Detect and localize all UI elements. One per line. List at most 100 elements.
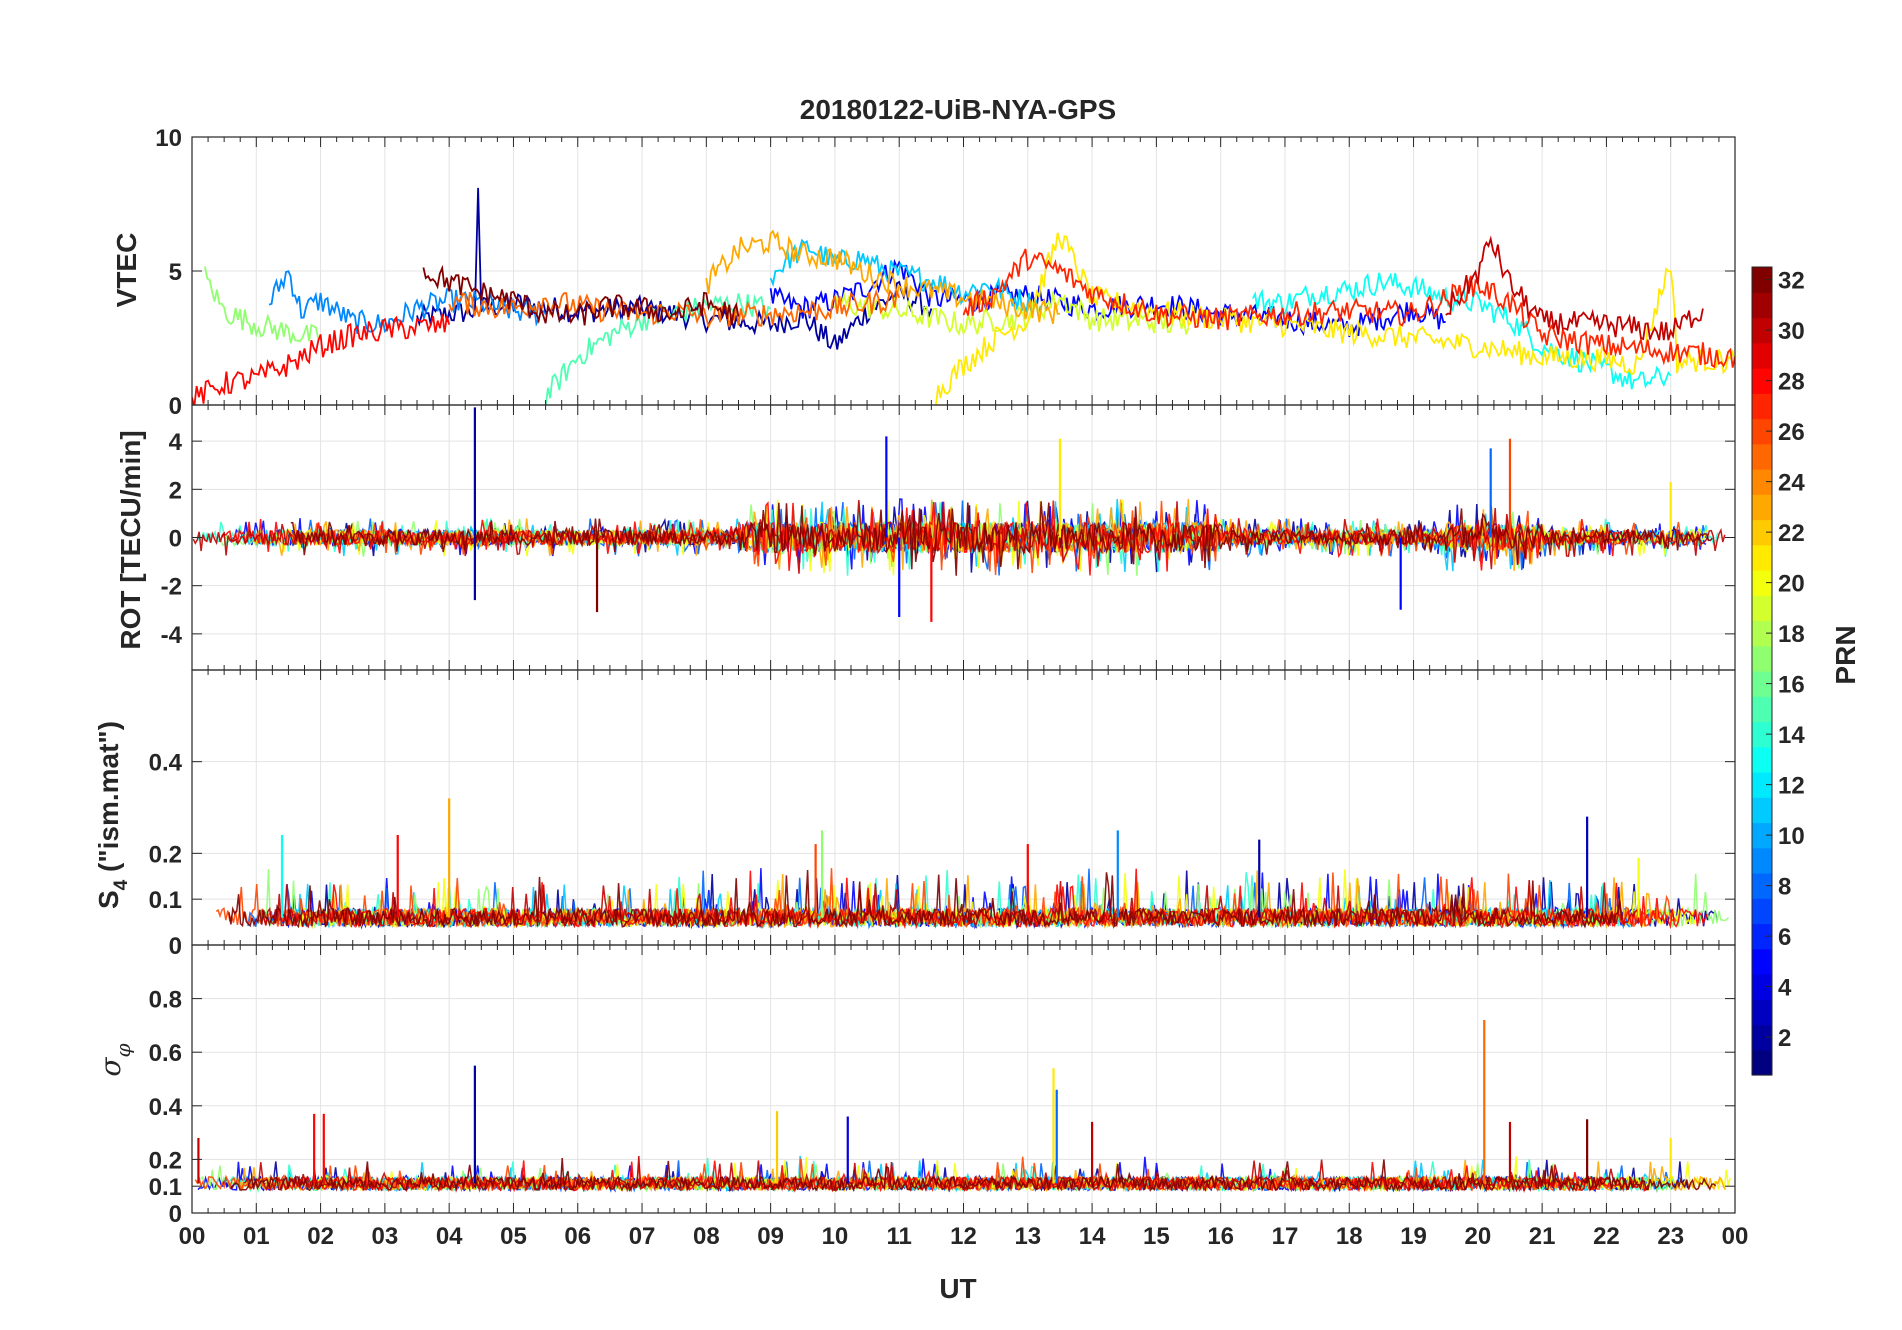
colorbar-tick-label: 28	[1778, 369, 1805, 396]
s4-ytick-label: 0	[169, 933, 182, 960]
rot-ytick-label: 0	[169, 526, 182, 553]
x-tick-label: 19	[1400, 1223, 1427, 1250]
colorbar-tick-label: 16	[1778, 672, 1805, 699]
x-tick-label: 03	[372, 1223, 399, 1250]
colorbar-segment	[1752, 847, 1772, 874]
rot-data	[192, 407, 1726, 622]
colorbar-tick-label: 6	[1778, 924, 1791, 951]
colorbar-tick-label: 12	[1778, 773, 1805, 800]
x-tick-label: 07	[629, 1223, 656, 1250]
x-tick-label: 14	[1079, 1223, 1106, 1250]
colorbar-tick-label: 20	[1778, 571, 1805, 598]
colorbar-tick-label: 2	[1778, 1025, 1791, 1052]
colorbar-segment	[1752, 721, 1772, 748]
s4-ytick-label: 0.4	[149, 750, 183, 777]
rot-ytick-label: 4	[169, 429, 183, 456]
colorbar-segment	[1752, 898, 1772, 925]
colorbar-segment	[1752, 595, 1772, 622]
x-tick-label: 06	[564, 1223, 591, 1250]
colorbar-segment	[1752, 873, 1772, 899]
x-tick-label: 05	[500, 1223, 527, 1250]
vtec-series-prn-32	[422, 264, 740, 326]
rot-ytick-label: -2	[161, 574, 182, 601]
sigma-data	[194, 1020, 1731, 1194]
colorbar-tick-label: 22	[1778, 520, 1805, 547]
vtec-ytick-label: 5	[169, 259, 182, 286]
colorbar-segment	[1752, 1049, 1772, 1076]
sigma-ytick-label: 0	[169, 1201, 182, 1228]
x-tick-label: 02	[307, 1223, 334, 1250]
x-tick-label: 16	[1207, 1223, 1234, 1250]
sigma-ylabel-main: σ	[94, 1057, 127, 1077]
x-tick-label: 09	[757, 1223, 784, 1250]
rot-ticks	[191, 405, 1736, 670]
colorbar-segment	[1752, 746, 1772, 773]
x-tick-label: 22	[1593, 1223, 1620, 1250]
vtec-ylabel: VTEC	[111, 233, 142, 308]
x-tick-label: 00	[1722, 1223, 1749, 1250]
colorbar-segment	[1752, 671, 1772, 697]
vtec-ytick-label: 0	[169, 393, 182, 420]
x-tick-label: 12	[950, 1223, 977, 1250]
colorbar-segment	[1752, 393, 1772, 420]
chart-title: 20180122-UiB-NYA-GPS	[800, 94, 1116, 125]
colorbar-segment	[1752, 494, 1772, 521]
x-axis: 00 01 02 03 04 05 06 07 08 09 10 11 12 13 14 15 16 17 18 19…	[179, 1223, 1749, 1250]
rot-trace-prn-32	[290, 501, 1713, 576]
s4-ylabel-rest: ("ism.mat")	[93, 721, 124, 880]
s4-ticks	[191, 670, 1736, 946]
x-tick-label: 17	[1272, 1223, 1299, 1250]
sigma-ytick-label: 0.6	[149, 1040, 182, 1067]
x-tick-label: 21	[1529, 1223, 1556, 1250]
colorbar-segment	[1752, 443, 1772, 470]
sigma-ylabel: σφ	[94, 1043, 135, 1076]
colorbar-segment	[1752, 469, 1772, 495]
colorbar-segment	[1752, 620, 1772, 647]
colorbar-segment	[1752, 772, 1772, 798]
x-tick-label: 15	[1143, 1223, 1170, 1250]
colorbar-segment	[1752, 696, 1772, 723]
colorbar-tick-label: 4	[1778, 975, 1792, 1002]
colorbar-tick-label: 24	[1778, 470, 1805, 497]
colorbar-segment	[1752, 317, 1772, 344]
rot-ylabel: ROT [TECU/min]	[115, 430, 146, 649]
colorbar-segment	[1752, 342, 1772, 369]
vtec-series-prn-21	[935, 232, 1735, 405]
colorbar-segment	[1752, 923, 1772, 950]
vtec-series-prn-25	[448, 288, 901, 329]
rot-ytick-label: 2	[169, 477, 182, 504]
vtec-series-prn-30	[1445, 235, 1704, 341]
colorbar-tick-label: 8	[1778, 874, 1791, 901]
colorbar-segment	[1752, 999, 1772, 1026]
x-tick-label: 10	[822, 1223, 849, 1250]
colorbar-segment	[1752, 519, 1772, 546]
sigma-trace-prn-32	[230, 1157, 1717, 1193]
colorbar-tick-label: 30	[1778, 318, 1805, 345]
x-tick-label: 18	[1336, 1223, 1363, 1250]
x-tick-label: 11	[887, 1223, 912, 1250]
x-tick-label: 00	[179, 1223, 206, 1250]
colorbar-box	[1751, 266, 1773, 1076]
s4-ylabel: S4 ("ism.mat")	[93, 721, 132, 909]
s4-ytick-label: 0.1	[149, 887, 182, 914]
sigma-panel: σφ 00.10.2 0.4 0.6 0.8	[94, 944, 1736, 1228]
colorbar-tick-label: 14	[1778, 722, 1805, 749]
vtec-series-prn-23	[705, 229, 1060, 325]
vtec-series-prn-28	[192, 313, 451, 405]
sigma-ticks	[191, 945, 1736, 1214]
colorbar-tick-label: 32	[1778, 268, 1805, 295]
colorbar-segment	[1752, 368, 1772, 394]
x-tick-label: 13	[1014, 1223, 1041, 1250]
sigma-ytick-label: 0.2	[149, 1147, 182, 1174]
vtec-data	[192, 187, 1735, 405]
colorbar-segment	[1752, 645, 1772, 672]
x-tick-label: 01	[243, 1223, 270, 1250]
s4-ylabel-sub: 4	[111, 879, 132, 890]
rot-ytick-label: -4	[161, 622, 183, 649]
x-axis-label: UT	[939, 1273, 976, 1304]
colorbar-tick-label: 18	[1778, 621, 1805, 648]
vtec-ticks	[191, 136, 1736, 406]
